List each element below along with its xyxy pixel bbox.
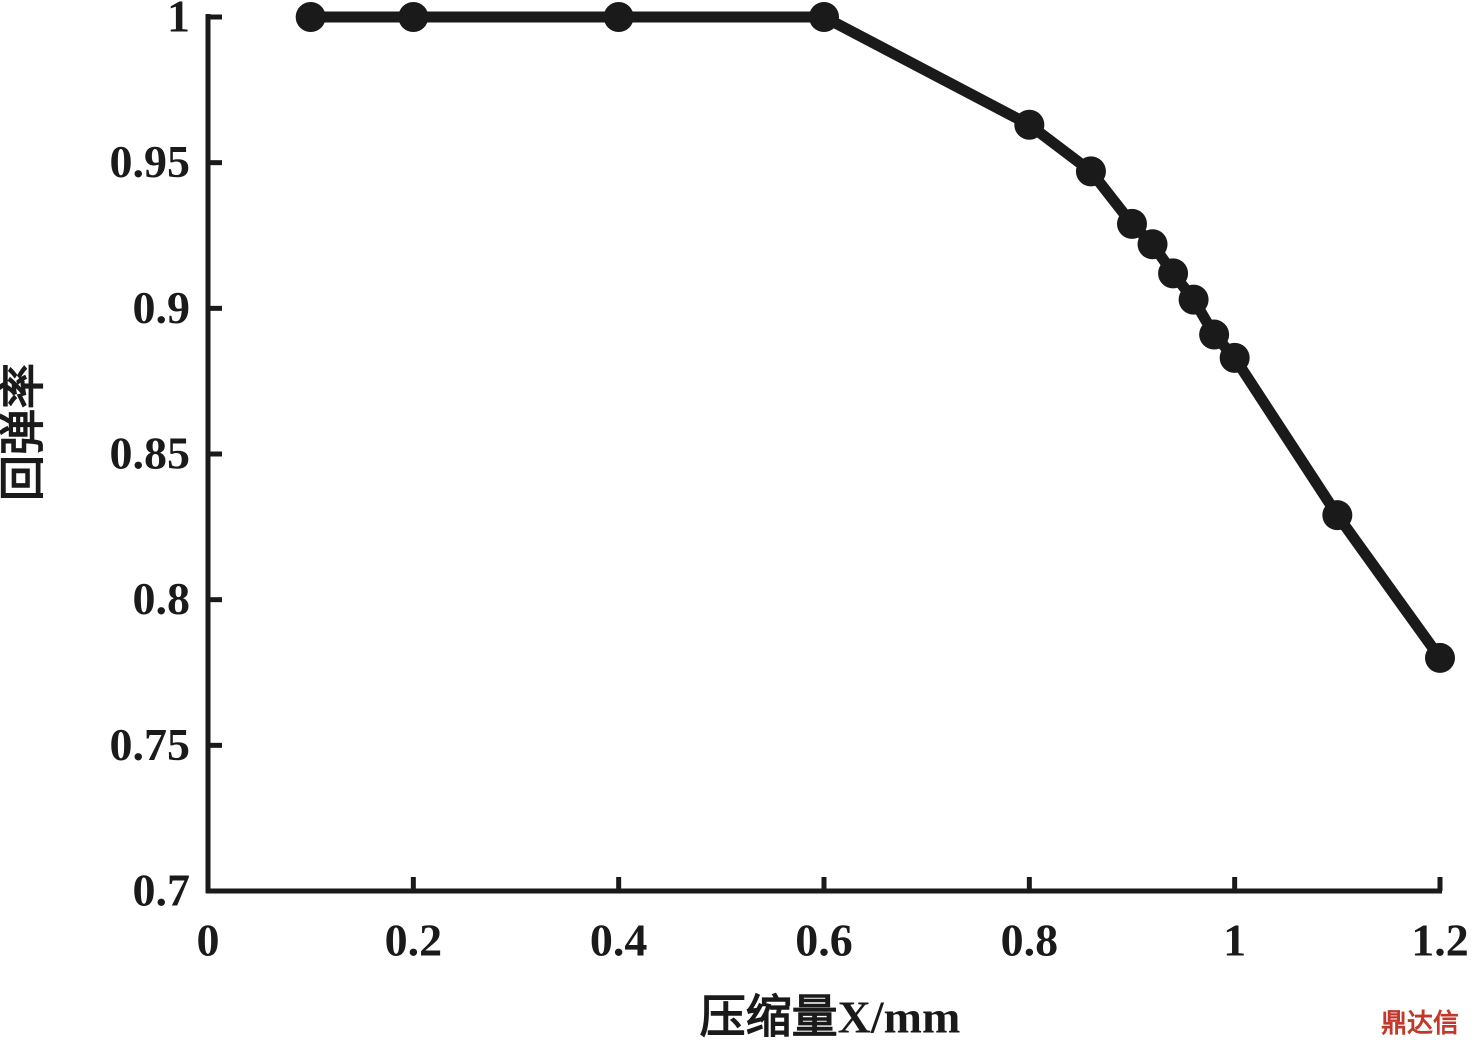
data-line xyxy=(310,11,1445,662)
x-tick-label: 0.4 xyxy=(590,915,648,966)
y-tick-label: 1 xyxy=(167,0,190,42)
x-tick-label: 1.2 xyxy=(1411,915,1469,966)
x-tick-label: 0.6 xyxy=(795,915,853,966)
data-point xyxy=(1219,342,1250,373)
y-tick-label: 0.9 xyxy=(133,282,191,333)
y-tick-label: 0.75 xyxy=(110,719,191,770)
x-tick-label: 0 xyxy=(197,915,220,966)
data-point xyxy=(1425,642,1455,673)
data-point xyxy=(809,2,839,32)
data-point xyxy=(603,2,634,32)
x-tick-label: 0.2 xyxy=(385,915,443,966)
y-tick-label: 0.8 xyxy=(133,573,191,624)
data-point xyxy=(398,2,429,32)
x-tick-label: 0.8 xyxy=(1001,915,1059,966)
data-point xyxy=(295,2,326,32)
y-axis-label: 回弹率 xyxy=(0,363,49,501)
y-tick-label: 0.95 xyxy=(110,136,191,187)
data-point xyxy=(1322,500,1353,531)
data-point xyxy=(1014,109,1045,140)
data-point xyxy=(1075,156,1106,187)
y-tick-label: 0.7 xyxy=(133,865,191,916)
data-point xyxy=(1178,284,1209,315)
x-axis-label: 压缩量X/mm xyxy=(700,992,961,1043)
data-point xyxy=(1117,208,1147,239)
data-point xyxy=(1199,319,1230,350)
y-tick-label: 0.85 xyxy=(110,428,191,479)
x-tick-label: 1 xyxy=(1223,915,1246,966)
data-point xyxy=(1137,229,1168,260)
watermark: 鼎达信 xyxy=(1381,1009,1459,1038)
data-point xyxy=(1158,258,1189,289)
